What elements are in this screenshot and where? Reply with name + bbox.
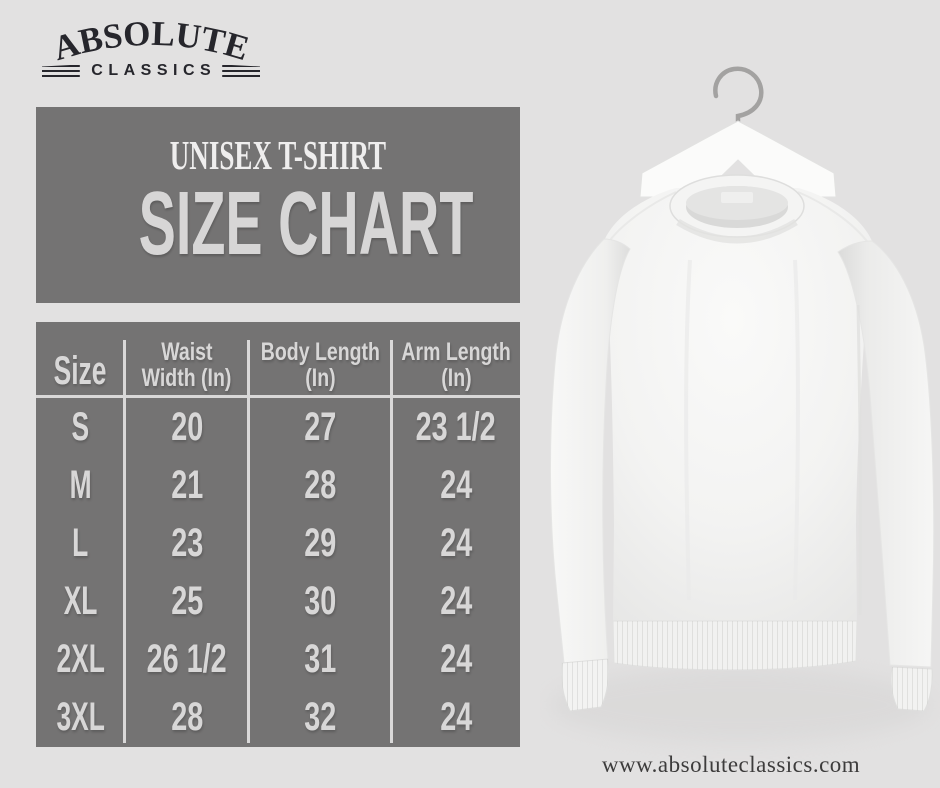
cell-body-length: 28 — [304, 462, 337, 507]
brand-logo: ABSOLUTE CLASSICS — [42, 10, 260, 94]
sweatshirt-hem — [612, 620, 858, 671]
row-size-label: S — [71, 404, 90, 449]
row-size-label: M — [69, 462, 92, 507]
cell-body-length: 31 — [304, 636, 337, 681]
brand-logo-arched-text: ABSOLUTE — [49, 14, 254, 68]
header-subtitle: UNISEX T-SHIRT — [169, 132, 387, 178]
header-divider — [36, 395, 520, 398]
cell-waist-width: 21 — [170, 462, 204, 507]
cell-waist-width: 23 — [170, 520, 204, 565]
hanger-body — [639, 120, 837, 198]
logo-word-classics: CLASSICS — [91, 62, 217, 79]
column-header-waist-width: Waist Width (In) — [142, 338, 232, 392]
sweatshirt-collar — [669, 174, 805, 244]
size-table: Size Waist Width (In) Body Length (In) A… — [36, 322, 520, 747]
fabric-fold — [793, 259, 801, 601]
row-size-label: 2XL — [56, 636, 105, 681]
header-box: UNISEX T-SHIRT SIZE CHART — [36, 107, 520, 303]
collar-label — [721, 192, 753, 203]
column-header-body-length: Body Length (In) — [260, 338, 381, 392]
page-title: SIZE CHART — [138, 174, 474, 274]
cell-arm-length: 24 — [439, 695, 473, 740]
shoulder-seam — [606, 191, 677, 245]
cell-body-length: 27 — [304, 404, 337, 449]
cell-arm-length: 24 — [439, 462, 473, 507]
fabric-fold — [684, 259, 692, 601]
website-url: www.absoluteclassics.com — [601, 752, 861, 777]
sweatshirt-body — [604, 188, 872, 625]
sweatshirt-right-sleeve — [837, 240, 935, 668]
brand-logo-classics: CLASSICS — [42, 62, 260, 80]
cell-body-length: 29 — [304, 520, 337, 565]
sweatshirt-left-sleeve — [550, 238, 631, 664]
cell-arm-length: 24 — [439, 520, 473, 565]
sweatshirt-photo — [550, 66, 935, 743]
row-size-label: XL — [63, 578, 98, 623]
cell-waist-width: 25 — [170, 578, 204, 623]
column-header-size: Size — [54, 349, 107, 393]
cell-waist-width: 28 — [170, 695, 204, 740]
floor-shadow — [550, 667, 930, 743]
column-separator — [390, 340, 393, 743]
cell-waist-width: 20 — [170, 404, 204, 449]
sleeve-body-crease — [856, 304, 862, 616]
shoulder-seam — [797, 191, 870, 245]
svg-text:ABSOLUTE: ABSOLUTE — [49, 14, 254, 68]
cell-arm-length: 24 — [439, 578, 473, 623]
cell-body-length: 32 — [304, 695, 337, 740]
row-size-label: L — [72, 520, 89, 565]
column-separator — [247, 340, 250, 743]
cell-arm-length: 23 1/2 — [415, 404, 497, 449]
left-cuff — [560, 658, 610, 712]
right-cuff — [890, 666, 933, 712]
cell-waist-width: 26 1/2 — [146, 636, 228, 681]
column-separator — [123, 340, 126, 743]
table-grid: Size Waist Width (In) Body Length (In) A… — [36, 322, 520, 747]
cell-arm-length: 24 — [439, 636, 473, 681]
speed-lines-icon — [222, 64, 260, 78]
column-header-arm-length: Arm Length (In) — [401, 338, 511, 392]
row-size-label: 3XL — [56, 695, 105, 740]
logo-word-absolute: ABSOLUTE — [49, 14, 254, 68]
hanger-hook-icon — [713, 66, 764, 132]
speed-lines-icon — [42, 64, 80, 78]
cell-body-length: 30 — [304, 578, 337, 623]
